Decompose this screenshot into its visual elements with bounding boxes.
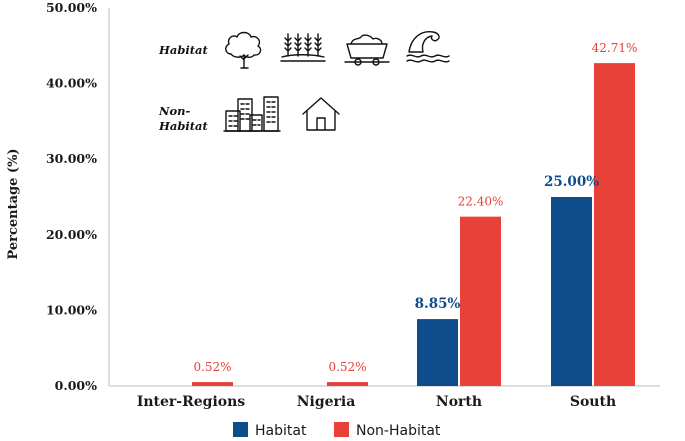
buildings-icon [223, 96, 281, 132]
x-tick-label: North [436, 394, 482, 410]
non-habitat-annotation-label-line2: Habitat [158, 119, 208, 133]
y-axis-ticks: 0.00% 10.00% 20.00% 30.00% 40.00% 50.00% [46, 0, 97, 393]
x-tick-label: South [570, 394, 616, 410]
y-tick-label: 50.00% [46, 0, 97, 15]
legend-swatch-habitat [233, 422, 248, 437]
bar-non-habitat [327, 382, 368, 386]
mining-cart-icon [344, 34, 390, 66]
data-label-non-habitat: 0.52% [328, 360, 366, 374]
y-tick-label: 0.00% [55, 378, 97, 393]
bar-habitat [551, 197, 592, 386]
data-label-non-habitat: 0.52% [193, 360, 231, 374]
y-tick-label: 20.00% [46, 227, 97, 242]
x-tick-label: Inter-Regions [137, 394, 245, 410]
data-label-non-habitat: 42.71% [592, 41, 638, 55]
house-icon [302, 97, 340, 131]
habitat-annotation-label: Habitat [158, 43, 208, 57]
y-tick-label: 40.00% [46, 76, 97, 91]
bar-non-habitat [594, 63, 635, 387]
data-label-non-habitat: 22.40% [458, 195, 504, 209]
icon-annotation-panel: Habitat Non- Habitat [158, 31, 450, 133]
bar-non-habitat [460, 216, 501, 386]
data-label-habitat: 8.85% [415, 296, 461, 312]
y-axis-title: Percentage (%) [6, 148, 21, 259]
tree-icon [225, 31, 262, 69]
bar-habitat [417, 319, 458, 386]
data-label-habitat: 25.00% [544, 174, 599, 190]
y-tick-label: 10.00% [46, 302, 97, 317]
legend-label-habitat: Habitat [255, 423, 307, 439]
wave-icon [406, 31, 450, 63]
wheat-field-icon [280, 33, 326, 62]
bars [192, 63, 635, 387]
bar-non-habitat [192, 382, 233, 386]
non-habitat-annotation-label-line1: Non- [158, 104, 191, 118]
legend: Habitat Non-Habitat [233, 422, 441, 439]
x-tick-label: Nigeria [297, 394, 356, 410]
legend-swatch-non-habitat [334, 422, 349, 437]
legend-label-non-habitat: Non-Habitat [356, 423, 441, 439]
data-labels: 0.52% 0.52% 8.85% 22.40% 25.00% 42.71% [193, 41, 637, 374]
x-axis-categories: Inter-Regions Nigeria North South [137, 394, 616, 410]
y-tick-label: 30.00% [46, 151, 97, 166]
